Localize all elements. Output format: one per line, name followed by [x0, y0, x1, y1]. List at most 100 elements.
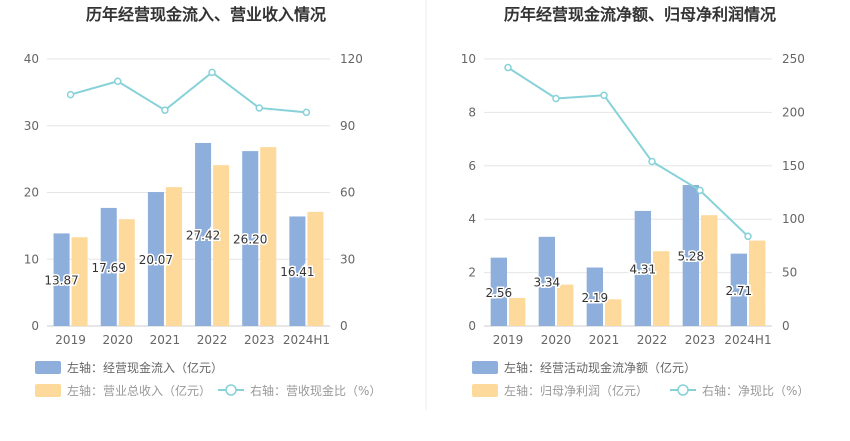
bar-series-2	[213, 165, 230, 326]
legend-label: 右轴：净现比（%）	[702, 383, 809, 398]
legend-swatch-bar1	[35, 361, 61, 374]
y-right-tick-label: 30	[340, 252, 355, 266]
legend-swatch-bar2	[472, 384, 498, 397]
line-point	[648, 157, 656, 166]
y-right-tick-label: 90	[340, 119, 355, 133]
line-point	[696, 186, 704, 195]
bar-series-1	[490, 257, 507, 326]
bar-series-2	[701, 215, 718, 326]
y-right-tick-label: 0	[782, 319, 790, 333]
x-tick-label: 2022	[637, 333, 668, 347]
bar-series-1	[682, 185, 699, 326]
y-left-tick-label: 30	[24, 119, 39, 133]
x-tick-label: 2019	[493, 333, 524, 347]
y-right-tick-label: 250	[782, 52, 805, 66]
bar-series-2	[509, 297, 526, 326]
bar-data-label: 2.56	[485, 286, 512, 300]
bar-data-label: 16.41	[280, 265, 314, 279]
y-right-tick-label: 120	[340, 52, 363, 66]
x-tick-label: 2021	[150, 333, 181, 347]
y-right-tick-label: 0	[340, 319, 348, 333]
bar-series-2	[71, 237, 88, 326]
line-series	[507, 66, 749, 238]
chart-2: 历年经营现金流净额、归母净利润情况02468100501001502002502…	[461, 5, 810, 398]
bar-series-2	[557, 284, 574, 326]
y-left-tick-label: 2	[468, 266, 476, 280]
x-tick-label: 2020	[102, 333, 133, 347]
line-point	[114, 77, 122, 85]
bar-series-2	[260, 147, 277, 326]
x-tick-label: 2019	[55, 333, 86, 347]
x-tick-label: 2022	[197, 333, 228, 347]
x-tick-label: 2024H1	[724, 333, 771, 347]
y-left-tick-label: 6	[468, 159, 476, 173]
line-point	[600, 91, 608, 100]
line-point	[66, 90, 75, 99]
x-tick-label: 2023	[244, 333, 275, 347]
line-point	[161, 106, 169, 114]
y-right-tick-label: 100	[782, 212, 805, 226]
x-tick-label: 2024H1	[283, 333, 330, 347]
line-point	[208, 68, 216, 77]
legend-label: 左轴：归母净利润（亿元）	[504, 383, 648, 398]
y-right-tick-label: 50	[782, 266, 797, 280]
y-left-tick-label: 0	[31, 319, 39, 333]
bar-data-label: 2.71	[725, 284, 752, 298]
line-point	[552, 94, 560, 103]
chart-title: 历年经营现金流净额、归母净利润情况	[504, 5, 776, 24]
bar-data-label: 20.07	[139, 253, 173, 267]
legend-label: 左轴：营业总收入（亿元）	[67, 383, 211, 398]
legend-swatch-bar1	[472, 361, 498, 374]
legend-label: 左轴：经营活动现金流净额（亿元）	[504, 360, 696, 375]
line-point	[744, 232, 752, 241]
legend-label: 左轴：经营现金流入（亿元）	[67, 360, 223, 375]
bar-series-2	[307, 211, 324, 326]
bar-series-1	[147, 192, 164, 326]
y-right-tick-label: 150	[782, 159, 805, 173]
x-tick-label: 2020	[541, 333, 572, 347]
bar-data-label: 2.19	[581, 291, 608, 305]
y-left-tick-label: 10	[24, 252, 39, 266]
y-left-tick-label: 10	[461, 52, 476, 66]
bar-data-label: 27.42	[186, 228, 220, 242]
y-left-tick-label: 8	[468, 105, 476, 119]
bar-series-2	[165, 187, 182, 326]
x-tick-label: 2021	[589, 333, 620, 347]
bar-data-label: 26.20	[233, 233, 267, 247]
bar-series-1	[634, 210, 651, 326]
bar-series-2	[653, 251, 670, 326]
legend-label: 右轴：营收现金比（%）	[250, 383, 381, 398]
chart-1: 历年经营现金流入、营业收入情况 0 10 20 30 40 0 30 60 90 120 2019 20…	[24, 5, 382, 398]
x-tick-label: 2023	[685, 333, 716, 347]
line-point	[504, 63, 512, 72]
line-series	[70, 71, 307, 114]
bar-data-label: 3.34	[533, 275, 560, 289]
bar-series-1	[53, 233, 70, 326]
legend-swatch-line-marker	[677, 384, 689, 396]
legend-swatch-line-marker	[225, 384, 237, 396]
bar-series-2	[749, 240, 766, 326]
bar-series-2	[118, 219, 135, 326]
bar-series-1	[100, 207, 117, 326]
bar-data-label: 13.87	[44, 274, 78, 288]
bar-series-2	[605, 299, 622, 326]
legend-swatch-bar2	[35, 384, 61, 397]
y-right-tick-label: 200	[782, 105, 805, 119]
bar-series-1	[242, 151, 259, 326]
chart-title: 历年经营现金流入、营业收入情况	[86, 5, 326, 24]
bar-data-label: 4.31	[629, 262, 656, 276]
bar-data-label: 17.69	[92, 261, 126, 275]
bar-series-1	[195, 142, 212, 326]
line-point	[255, 104, 263, 112]
bar-data-label: 5.28	[677, 250, 704, 264]
bar-series-1	[730, 253, 747, 326]
y-left-tick-label: 4	[468, 212, 476, 226]
y-left-tick-label: 20	[24, 186, 39, 200]
y-left-tick-label: 40	[24, 52, 39, 66]
bar-series-1	[289, 216, 306, 326]
y-right-tick-label: 60	[340, 186, 355, 200]
bar-series-1	[538, 236, 555, 326]
bar-series-1	[586, 267, 603, 326]
